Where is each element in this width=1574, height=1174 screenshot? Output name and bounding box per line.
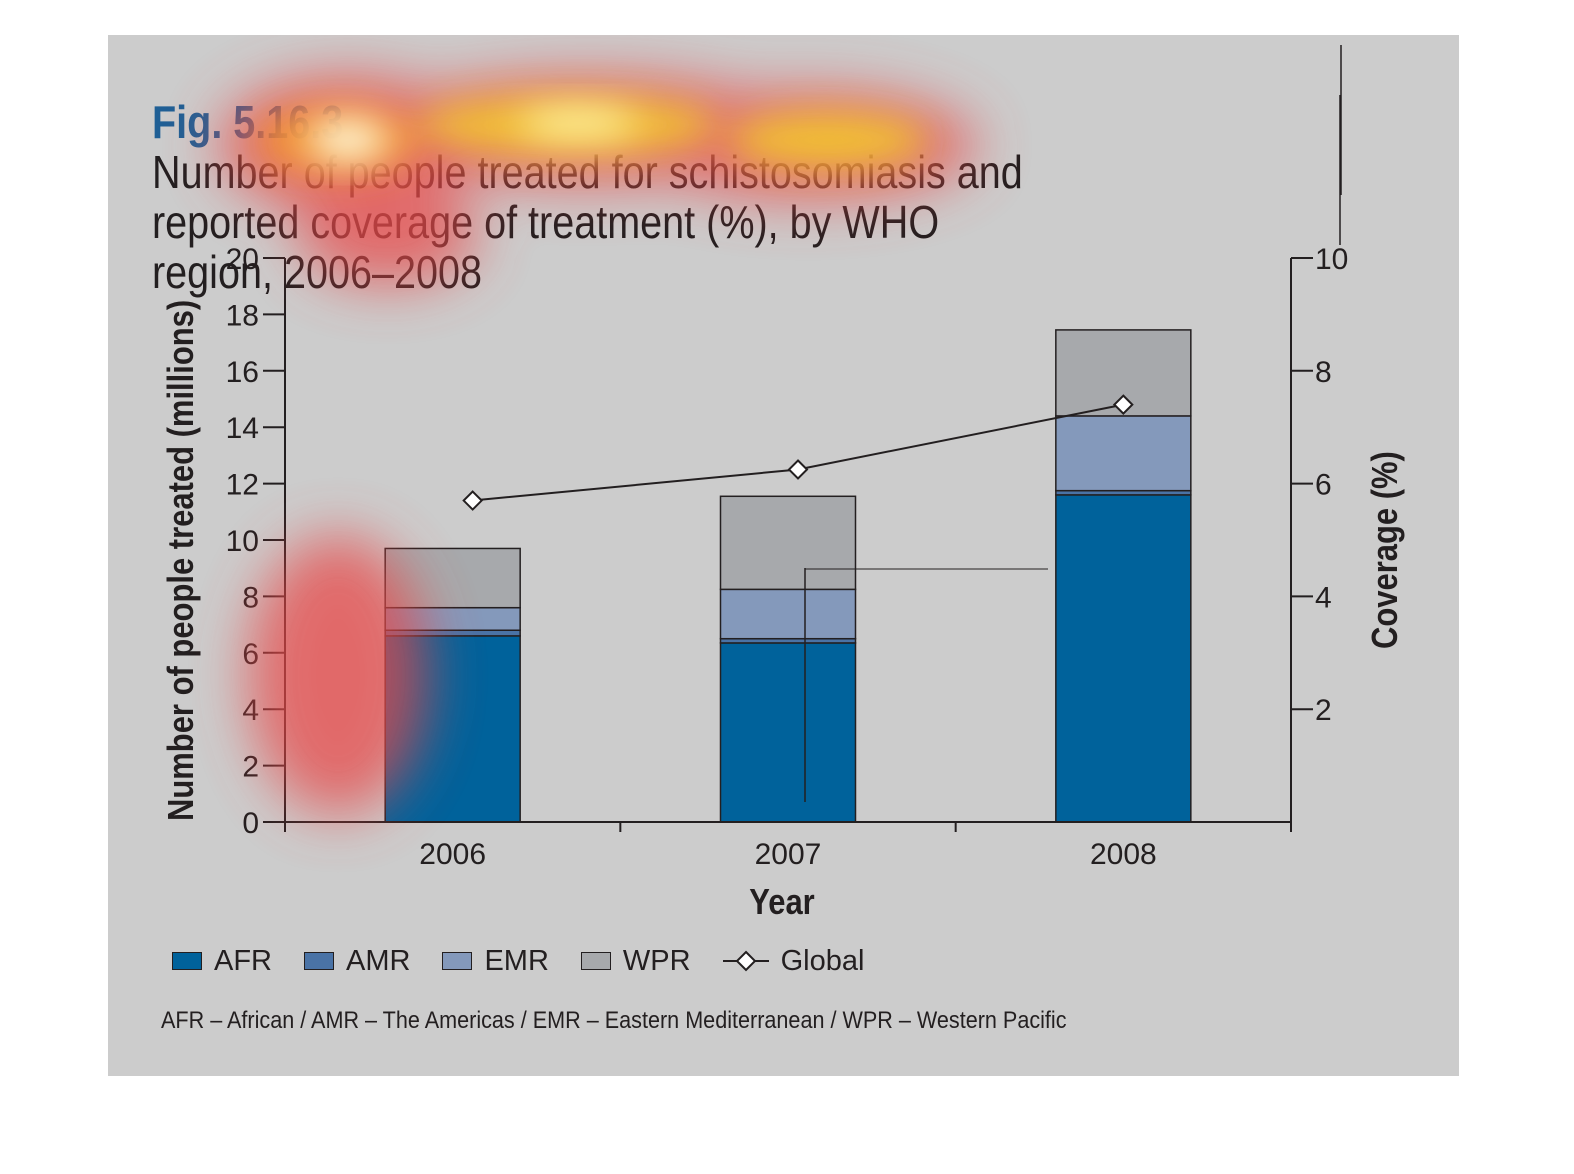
- figure-number: Fig. 5.16.3: [152, 96, 344, 148]
- y-tick-label-20: 20: [226, 243, 259, 276]
- bar-emr-2008: [1055, 415, 1192, 492]
- y-tick-label-10: 10: [226, 525, 259, 558]
- legend-swatch-emr: [442, 952, 473, 970]
- y-tick-label-18: 18: [226, 299, 259, 332]
- bar-amr-2006: [384, 629, 521, 637]
- diamond-marker-icon: [722, 950, 769, 972]
- y-tick-label-14: 14: [226, 412, 259, 445]
- footnote: AFR – African / AMR – The Americas / EMR…: [161, 1007, 1067, 1034]
- global-point-2006: [462, 490, 484, 511]
- bar-afr-2008: [1055, 494, 1192, 823]
- bar-emr-2006: [384, 606, 521, 631]
- x-tick-label-2007: 2007: [755, 838, 822, 871]
- legend-swatch-afr: [172, 952, 202, 970]
- x-tick-label-2006: 2006: [419, 838, 486, 871]
- legend-label-afr: AFR: [214, 944, 272, 977]
- bar-wpr-2007: [719, 495, 857, 591]
- global-point-2008: [1112, 394, 1134, 416]
- x-axis-label: Year: [749, 881, 815, 922]
- bar-emr-2007: [719, 588, 857, 640]
- global-line-layer: [462, 394, 1134, 511]
- chart-plot: 0 2 4 6 8 10 12 14 16 18 20 2 4 6 8 10 2006 2007 2008: [226, 243, 1349, 871]
- legend: AFR AMR EMR WPR Global: [172, 941, 896, 981]
- legend-item-amr: AMR: [304, 945, 410, 978]
- y-tick-label-4: 4: [242, 694, 259, 727]
- y-tick-label-0: 0: [242, 807, 259, 840]
- legend-item-afr: AFR: [172, 945, 272, 978]
- y-tick-label-2: 2: [242, 751, 259, 784]
- bar-afr-2006: [384, 635, 521, 823]
- y-tick-label-12: 12: [226, 469, 259, 502]
- y-tick-label-16: 16: [226, 356, 259, 389]
- legend-swatch-amr: [304, 952, 334, 970]
- figure-title: Number of people treated for schistosomi…: [152, 146, 1023, 298]
- y-axis-label: Number of people treated (millions): [160, 299, 201, 821]
- figure-panel: 0 2 4 6 8 10 12 14 16 18 20 2 4 6 8 10 2006 2007 2008 Fig.…: [108, 35, 1459, 1076]
- legend-item-wpr: WPR: [580, 944, 691, 978]
- bar-wpr-2006: [384, 547, 521, 609]
- legend-label-wpr: WPR: [622, 944, 691, 977]
- y-tick-label-6: 6: [242, 638, 259, 671]
- y2-tick-label-2: 2: [1315, 694, 1332, 727]
- y2-tick-label-6: 6: [1315, 469, 1332, 502]
- chart-title: Fig. 5.16.3Number of people treated for …: [152, 97, 1141, 297]
- global-coverage-line: [472, 403, 1124, 502]
- legend-item-emr: EMR: [442, 944, 549, 978]
- legend-label-amr: AMR: [346, 944, 411, 977]
- x-tick-label-2008: 2008: [1090, 838, 1157, 871]
- y2-tick-label-8: 8: [1315, 356, 1332, 389]
- global-point-2007: [787, 459, 809, 480]
- axes-layer: 0 2 4 6 8 10 12 14 16 18 20 2 4 6 8 10 2006 2007 2008: [226, 243, 1349, 871]
- y2-tick-label-10: 10: [1315, 243, 1348, 276]
- legend-swatch-wpr: [580, 952, 611, 970]
- legend-label-global: Global: [780, 944, 865, 977]
- y2-tick-label-4: 4: [1315, 581, 1332, 614]
- bars-layer: [384, 329, 1192, 823]
- bar-afr-2007: [719, 642, 857, 823]
- legend-label-emr: EMR: [484, 944, 549, 977]
- y-tick-label-8: 8: [242, 581, 259, 614]
- legend-item-global: Global: [722, 944, 865, 978]
- y2-axis-label: Coverage (%): [1364, 451, 1405, 649]
